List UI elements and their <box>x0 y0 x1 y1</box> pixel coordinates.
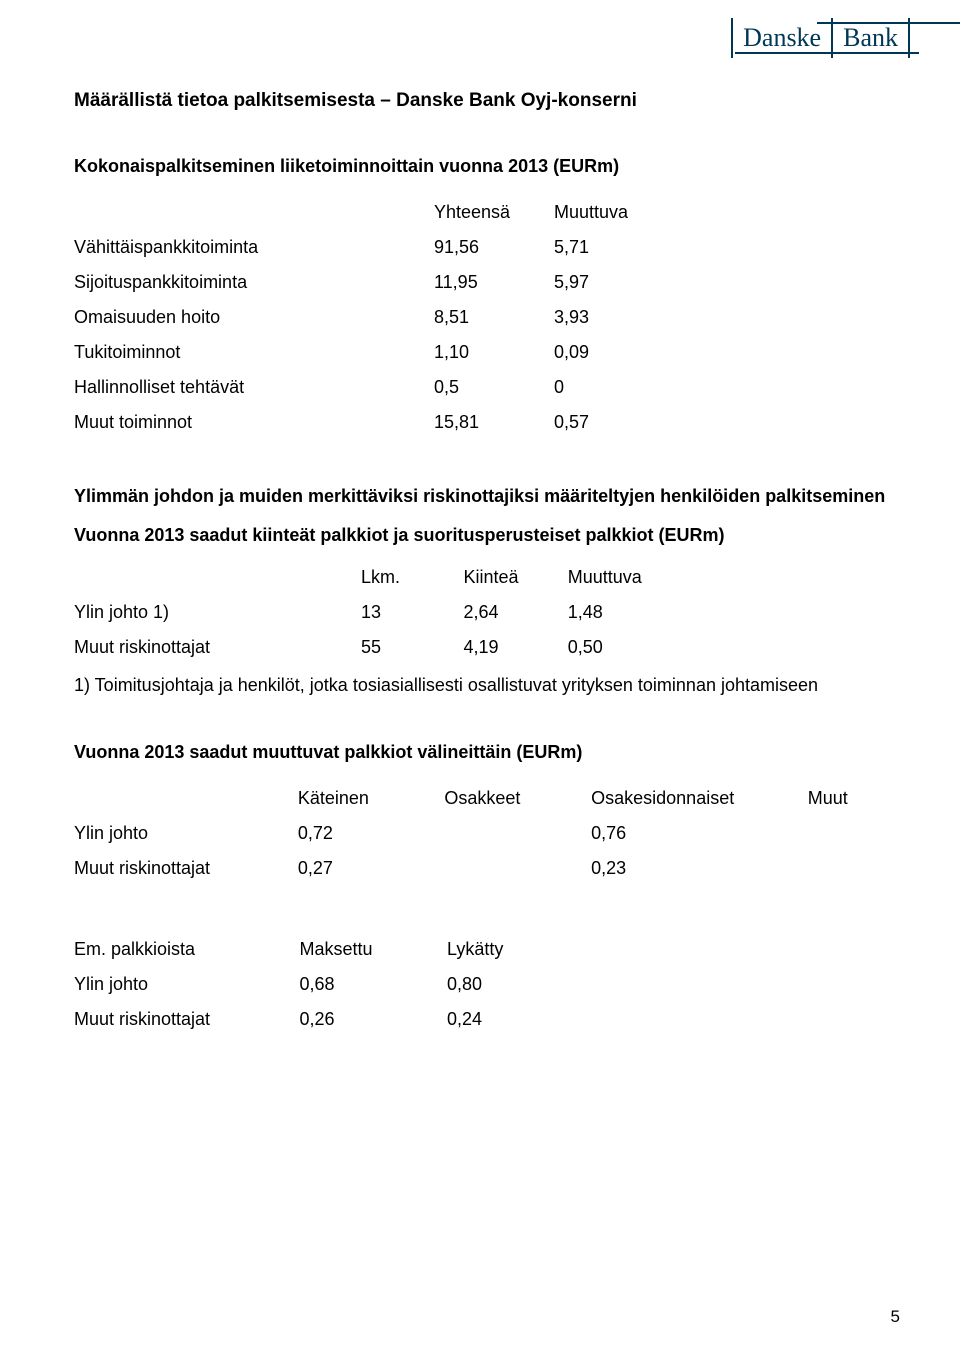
table-row: Vähittäispankkitoiminta 91,56 5,71 <box>74 230 674 265</box>
cell-value <box>444 816 591 851</box>
table-header-row: Käteinen Osakkeet Osakesidonnaiset Muut <box>74 781 886 816</box>
row-label: Ylin johto <box>74 816 298 851</box>
table-header-row: Lkm. Kiinteä Muuttuva <box>74 560 674 595</box>
page-number: 5 <box>891 1307 900 1327</box>
table-fixed-variable: Lkm. Kiinteä Muuttuva Ylin johto 1) 13 2… <box>74 560 674 665</box>
cell-value: 3,93 <box>554 300 674 335</box>
cell-value: 0,23 <box>591 851 808 886</box>
row-label: Vähittäispankkitoiminta <box>74 230 434 265</box>
col-deferred: Lykätty <box>447 932 594 967</box>
logo-line-bot <box>735 52 919 54</box>
cell-value <box>808 816 886 851</box>
table-row: Muut toiminnot 15,81 0,57 <box>74 405 674 440</box>
table-business-lines: Yhteensä Muuttuva Vähittäispankkitoimint… <box>74 195 674 440</box>
table-row: Muut riskinottajat 0,26 0,24 <box>74 1002 594 1037</box>
cell-value: 0,26 <box>300 1002 448 1037</box>
table-row: Omaisuuden hoito 8,51 3,93 <box>74 300 674 335</box>
row-label: Ylin johto <box>74 967 300 1002</box>
cell-value: 0,5 <box>434 370 554 405</box>
table-header-row: Em. palkkioista Maksettu Lykätty <box>74 932 594 967</box>
section2-heading: Ylimmän johdon ja muiden merkittäviksi r… <box>74 486 886 507</box>
table-row: Muut riskinottajat 0,27 0,23 <box>74 851 886 886</box>
section2-subheading: Vuonna 2013 saadut kiinteät palkkiot ja … <box>74 525 886 546</box>
col-paid: Maksettu <box>300 932 448 967</box>
cell-value: 91,56 <box>434 230 554 265</box>
cell-value: 0,80 <box>447 967 594 1002</box>
col-shares: Osakkeet <box>444 781 591 816</box>
table-paid-deferred: Em. palkkioista Maksettu Lykätty Ylin jo… <box>74 932 594 1037</box>
cell-value: 0,24 <box>447 1002 594 1037</box>
cell-value: 5,97 <box>554 265 674 300</box>
table-row: Ylin johto 1) 13 2,64 1,48 <box>74 595 674 630</box>
table-row: Muut riskinottajat 55 4,19 0,50 <box>74 630 674 665</box>
col-share-linked: Osakesidonnaiset <box>591 781 808 816</box>
cell-value: 15,81 <box>434 405 554 440</box>
cell-value: 4,19 <box>464 630 568 665</box>
cell-value: 5,71 <box>554 230 674 265</box>
row-label: Omaisuuden hoito <box>74 300 434 335</box>
col-cash: Käteinen <box>298 781 445 816</box>
section3-heading: Vuonna 2013 saadut muuttuvat palkkiot vä… <box>74 742 886 763</box>
danske-bank-logo: Danske Bank <box>731 18 910 58</box>
document-page: Danske Bank Määrällistä tietoa palkitsem… <box>0 0 960 1353</box>
table-row: Tukitoiminnot 1,10 0,09 <box>74 335 674 370</box>
section1-heading: Kokonaispalkitseminen liiketoiminnoittai… <box>74 156 886 177</box>
table-header-row: Yhteensä Muuttuva <box>74 195 674 230</box>
col-variable: Muuttuva <box>554 195 674 230</box>
table-instruments: Käteinen Osakkeet Osakesidonnaiset Muut … <box>74 781 886 886</box>
col-variable: Muuttuva <box>568 560 674 595</box>
cell-value: 0,27 <box>298 851 445 886</box>
cell-value: 0,68 <box>300 967 448 1002</box>
cell-value: 13 <box>361 595 464 630</box>
cell-value: 11,95 <box>434 265 554 300</box>
cell-value: 55 <box>361 630 464 665</box>
cell-value: 0,76 <box>591 816 808 851</box>
table-row: Hallinnolliset tehtävät 0,5 0 <box>74 370 674 405</box>
row-label: Em. palkkioista <box>74 932 300 967</box>
row-label: Muut riskinottajat <box>74 1002 300 1037</box>
row-label: Tukitoiminnot <box>74 335 434 370</box>
cell-value: 8,51 <box>434 300 554 335</box>
logo-divider <box>731 18 733 58</box>
cell-value <box>444 851 591 886</box>
logo-line-top <box>817 22 960 24</box>
cell-value: 0,09 <box>554 335 674 370</box>
table-row: Ylin johto 0,68 0,80 <box>74 967 594 1002</box>
col-count: Lkm. <box>361 560 464 595</box>
page-title: Määrällistä tietoa palkitsemisesta – Dan… <box>74 90 886 112</box>
cell-value <box>808 851 886 886</box>
col-fixed: Kiinteä <box>464 560 568 595</box>
col-total: Yhteensä <box>434 195 554 230</box>
row-label: Sijoituspankkitoiminta <box>74 265 434 300</box>
cell-value: 1,10 <box>434 335 554 370</box>
row-label: Muut riskinottajat <box>74 630 361 665</box>
cell-value: 0,72 <box>298 816 445 851</box>
cell-value: 1,48 <box>568 595 674 630</box>
cell-value: 0,50 <box>568 630 674 665</box>
table-row: Sijoituspankkitoiminta 11,95 5,97 <box>74 265 674 300</box>
row-label: Muut toiminnot <box>74 405 434 440</box>
row-label: Muut riskinottajat <box>74 851 298 886</box>
row-label: Ylin johto 1) <box>74 595 361 630</box>
footnote-1: 1) Toimitusjohtaja ja henkilöt, jotka to… <box>74 675 886 696</box>
empty-header <box>74 781 298 816</box>
cell-value: 0 <box>554 370 674 405</box>
table-row: Ylin johto 0,72 0,76 <box>74 816 886 851</box>
cell-value: 0,57 <box>554 405 674 440</box>
empty-header <box>74 195 434 230</box>
col-other: Muut <box>808 781 886 816</box>
row-label: Hallinnolliset tehtävät <box>74 370 434 405</box>
empty-header <box>74 560 361 595</box>
cell-value: 2,64 <box>464 595 568 630</box>
